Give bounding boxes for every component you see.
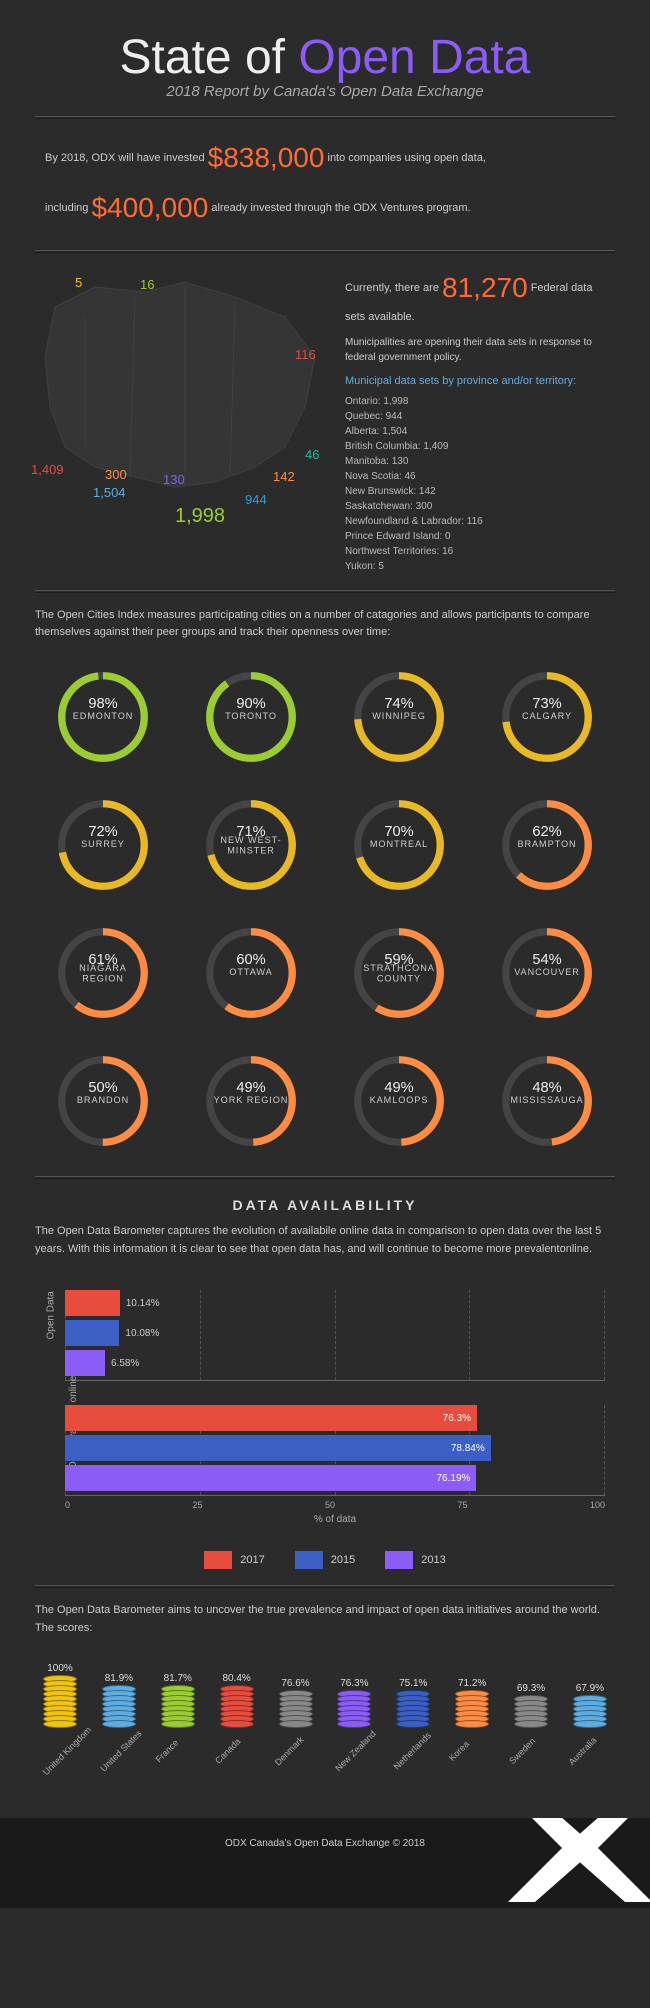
country-column: 76.6% Denmark <box>271 1678 321 1728</box>
country-column: 69.3% Sweden <box>506 1683 556 1728</box>
svg-text:72%: 72% <box>88 824 117 840</box>
city-ring: 48% MISSISSAUGA <box>479 1046 615 1156</box>
city-ring: 59% STRATHCONACOUNTY <box>331 918 467 1028</box>
svg-text:VANCOUVER: VANCOUVER <box>514 967 580 977</box>
city-ring: 49% YORK REGION <box>183 1046 319 1156</box>
svg-text:54%: 54% <box>532 952 561 968</box>
svg-text:90%: 90% <box>236 696 265 712</box>
city-ring: 74% WINNIPEG <box>331 662 467 772</box>
city-rings: 98% EDMONTON 90% TORONTO 74% WINNIPEG 73… <box>35 662 615 1156</box>
country-column: 71.2% Korea <box>447 1678 497 1728</box>
svg-text:SURREY: SURREY <box>81 839 125 849</box>
svg-text:KAMLOOPS: KAMLOOPS <box>370 1095 429 1105</box>
svg-text:70%: 70% <box>384 824 413 840</box>
country-column: 67.9% Australia <box>565 1683 615 1728</box>
footer: ODX Canada's Open Data Exchange © 2018 <box>0 1818 650 1908</box>
barometer-text: The Open Data Barometer aims to uncover … <box>35 1602 615 1637</box>
svg-text:BRANDON: BRANDON <box>77 1095 129 1105</box>
city-ring: 72% SURREY <box>35 790 171 900</box>
divider <box>35 590 615 591</box>
svg-text:50%: 50% <box>88 1080 117 1096</box>
country-column: 76.3% New Zealand <box>329 1678 379 1728</box>
svg-text:NIAGARA: NIAGARA <box>79 963 127 973</box>
svg-text:NEW WEST-: NEW WEST- <box>220 835 281 845</box>
divider <box>35 250 615 251</box>
country-column: 80.4% Canada <box>212 1673 262 1728</box>
svg-text:98%: 98% <box>88 696 117 712</box>
city-ring: 98% EDMONTON <box>35 662 171 772</box>
svg-text:EDMONTON: EDMONTON <box>73 711 134 721</box>
city-ring: 90% TORONTO <box>183 662 319 772</box>
svg-text:YORK REGION: YORK REGION <box>214 1095 289 1105</box>
country-scores: 100% United Kingdom 81.9% United States … <box>35 1653 615 1788</box>
svg-text:TORONTO: TORONTO <box>225 711 277 721</box>
canada-map: 5161161,4093001,5041301,99894414246 <box>35 267 335 527</box>
chart-legend: 201720152013 <box>35 1551 615 1569</box>
svg-text:62%: 62% <box>532 824 561 840</box>
country-column: 100% United Kingdom <box>35 1663 85 1728</box>
svg-text:MISSISSAUGA: MISSISSAUGA <box>510 1095 583 1105</box>
federal-count: Currently, there are 81,270 Federal data… <box>345 267 615 326</box>
city-ring: 61% NIAGARAREGION <box>35 918 171 1028</box>
city-ring: 73% CALGARY <box>479 662 615 772</box>
svg-text:COUNTY: COUNTY <box>377 973 421 983</box>
svg-text:CALGARY: CALGARY <box>522 711 572 721</box>
svg-text:MONTREAL: MONTREAL <box>370 839 428 849</box>
availability-text: The Open Data Barometer captures the evo… <box>35 1223 615 1258</box>
province-list: Ontario: 1,998Quebec: 944Alberta: 1,504B… <box>345 394 615 574</box>
svg-text:WINNIPEG: WINNIPEG <box>372 711 426 721</box>
svg-text:48%: 48% <box>532 1080 561 1096</box>
city-ring: 70% MONTREAL <box>331 790 467 900</box>
country-column: 75.1% Netherlands <box>388 1678 438 1728</box>
svg-text:BRAMPTON: BRAMPTON <box>517 839 576 849</box>
svg-text:STRATHCONA: STRATHCONA <box>363 963 435 973</box>
svg-text:49%: 49% <box>384 1080 413 1096</box>
availability-barchart: Open Data 10.14%10.08%6.58%Data availabl… <box>35 1276 615 1535</box>
city-ring: 49% KAMLOOPS <box>331 1046 467 1156</box>
city-ring: 60% OTTAWA <box>183 918 319 1028</box>
svg-text:OTTAWA: OTTAWA <box>229 967 272 977</box>
country-column: 81.9% United States <box>94 1673 144 1728</box>
oci-description: The Open Cities Index measures participa… <box>35 607 615 642</box>
svg-text:MINSTER: MINSTER <box>227 845 275 855</box>
city-ring: 71% NEW WEST-MINSTER <box>183 790 319 900</box>
country-column: 81.7% France <box>153 1673 203 1728</box>
svg-text:REGION: REGION <box>82 973 124 983</box>
svg-text:74%: 74% <box>384 696 413 712</box>
page-title: State of Open Data <box>35 30 615 85</box>
muni-text: Municipalities are opening their data se… <box>345 335 615 365</box>
investment-text: By 2018, ODX will have invested $838,000… <box>35 133 615 234</box>
city-ring: 54% VANCOUVER <box>479 918 615 1028</box>
availability-title: DATA AVAILABILITY <box>35 1197 615 1213</box>
svg-text:73%: 73% <box>532 696 561 712</box>
subtitle: 2018 Report by Canada's Open Data Exchan… <box>35 83 615 100</box>
city-ring: 50% BRANDON <box>35 1046 171 1156</box>
divider <box>35 1176 615 1177</box>
svg-text:49%: 49% <box>236 1080 265 1096</box>
divider <box>35 116 615 117</box>
divider <box>35 1585 615 1586</box>
province-header: Municipal data sets by province and/or t… <box>345 373 615 390</box>
svg-text:60%: 60% <box>236 952 265 968</box>
city-ring: 62% BRAMPTON <box>479 790 615 900</box>
